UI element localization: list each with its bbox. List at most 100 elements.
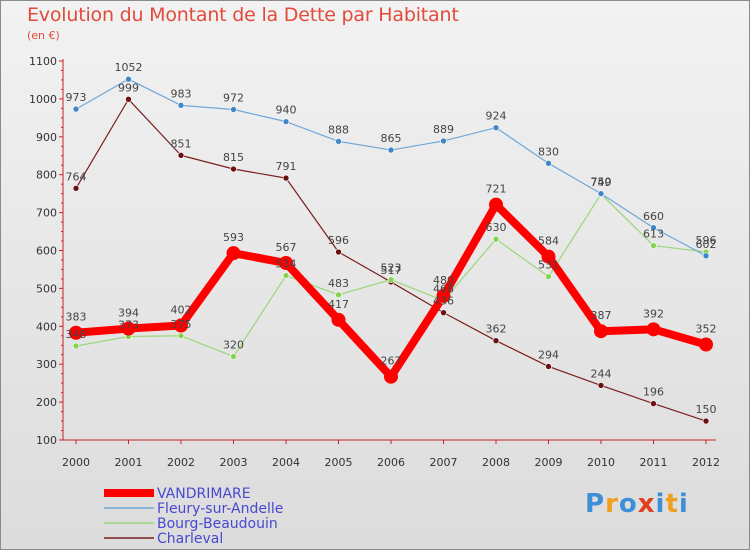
logo-letter: P bbox=[585, 489, 606, 519]
data-point-charleval bbox=[702, 417, 710, 425]
chart-subtitle: (en €) bbox=[27, 29, 60, 42]
data-point-bourg-beaudouin bbox=[492, 235, 500, 243]
y-tick-label: 100 bbox=[36, 434, 57, 447]
data-label: 750 bbox=[591, 176, 612, 189]
data-label: 531 bbox=[538, 259, 559, 272]
legend-label: Bourg-Beaudouin bbox=[157, 516, 278, 532]
data-point-bourg-beaudouin bbox=[545, 273, 552, 280]
data-point-bourg-beaudouin bbox=[230, 353, 237, 360]
data-point-vandrimare bbox=[436, 288, 451, 303]
data-point-vandrimare bbox=[541, 249, 556, 264]
data-point-charleval bbox=[545, 363, 552, 370]
data-label: 517 bbox=[381, 264, 402, 277]
data-point-charleval bbox=[72, 185, 80, 192]
data-point-vandrimare bbox=[384, 369, 398, 384]
data-label: 888 bbox=[328, 123, 349, 136]
data-label: 721 bbox=[486, 183, 507, 196]
x-tick-label: 2010 bbox=[587, 456, 615, 469]
data-point-fleury-sur-andelle bbox=[492, 124, 500, 132]
logo-letter: i bbox=[655, 489, 666, 519]
data-label: 394 bbox=[118, 307, 139, 320]
data-label: 373 bbox=[118, 319, 139, 332]
data-point-fleury-sur-andelle bbox=[650, 224, 657, 232]
data-point-vandrimare bbox=[646, 322, 661, 337]
data-point-fleury-sur-andelle bbox=[702, 252, 710, 260]
data-point-bourg-beaudouin bbox=[335, 291, 342, 299]
data-label: 613 bbox=[643, 228, 664, 241]
data-label: 815 bbox=[223, 151, 244, 164]
data-label: 584 bbox=[538, 235, 559, 248]
data-point-charleval bbox=[492, 337, 500, 345]
data-point-vandrimare bbox=[594, 324, 608, 339]
data-label: 602 bbox=[696, 238, 717, 251]
data-point-charleval bbox=[177, 152, 185, 159]
data-point-bourg-beaudouin bbox=[282, 272, 290, 279]
data-point-vandrimare bbox=[699, 337, 713, 352]
data-label: 348 bbox=[66, 328, 87, 341]
data-point-fleury-sur-andelle bbox=[230, 106, 237, 113]
data-label: 889 bbox=[433, 123, 454, 136]
data-point-vandrimare bbox=[489, 197, 503, 212]
data-label: 749 bbox=[591, 176, 612, 189]
data-label: 660 bbox=[643, 210, 664, 223]
x-tick-label: 2000 bbox=[62, 456, 90, 469]
data-point-bourg-beaudouin bbox=[177, 332, 185, 340]
data-label: 830 bbox=[538, 145, 559, 158]
data-point-fleury-sur-andelle bbox=[177, 102, 185, 109]
x-tick-label: 2005 bbox=[325, 456, 353, 469]
data-point-fleury-sur-andelle bbox=[335, 138, 342, 145]
data-point-fleury-sur-andelle bbox=[125, 75, 132, 83]
data-point-vandrimare bbox=[331, 312, 346, 327]
logo-letter: r bbox=[605, 489, 619, 519]
x-tick-label: 2011 bbox=[640, 456, 668, 469]
chart-title: Evolution du Montant de la Dette par Hab… bbox=[27, 4, 459, 26]
data-label: 764 bbox=[66, 170, 87, 183]
data-label: 436 bbox=[433, 295, 454, 308]
data-label: 630 bbox=[486, 221, 507, 234]
data-label: 1052 bbox=[115, 61, 143, 74]
data-label: 972 bbox=[223, 92, 244, 105]
data-point-fleury-sur-andelle bbox=[282, 118, 290, 125]
data-point-charleval bbox=[597, 382, 605, 389]
data-label: 940 bbox=[276, 104, 297, 117]
y-tick-label: 800 bbox=[36, 169, 57, 182]
data-label: 196 bbox=[643, 386, 664, 399]
x-tick-label: 2012 bbox=[692, 456, 720, 469]
x-tick-label: 2001 bbox=[115, 456, 143, 469]
data-label: 596 bbox=[696, 234, 717, 247]
data-label: 362 bbox=[486, 323, 507, 336]
logo-letter: i bbox=[678, 489, 689, 519]
data-label: 534 bbox=[276, 258, 297, 271]
data-label: 480 bbox=[433, 274, 454, 287]
series-line-fleury-sur-andelle bbox=[75, 78, 707, 257]
y-tick-label: 900 bbox=[36, 131, 57, 144]
data-point-charleval bbox=[125, 95, 132, 103]
data-label: 593 bbox=[223, 231, 244, 244]
chart-legend: VANDRIMAREFleury-sur-AndelleBourg-Beaudo… bbox=[104, 486, 283, 547]
y-tick-label: 600 bbox=[36, 245, 57, 258]
data-point-charleval bbox=[650, 400, 657, 407]
data-label: 865 bbox=[381, 132, 402, 145]
data-point-fleury-sur-andelle bbox=[72, 105, 80, 113]
data-point-fleury-sur-andelle bbox=[387, 146, 395, 154]
data-label: 973 bbox=[66, 91, 87, 104]
legend-label: Charleval bbox=[157, 531, 223, 547]
data-label: 320 bbox=[223, 339, 244, 352]
data-labels: 973 1052 983 972 940 888 865 889 924 830 750 660 602… bbox=[66, 61, 717, 416]
data-point-bourg-beaudouin bbox=[72, 342, 80, 350]
logo-letter: t bbox=[665, 489, 679, 519]
data-label: 468 bbox=[433, 283, 454, 296]
data-label: 383 bbox=[66, 311, 87, 324]
data-label: 244 bbox=[591, 367, 612, 380]
series-points bbox=[69, 75, 713, 425]
y-tick-label: 700 bbox=[36, 207, 57, 220]
x-tick-label: 2006 bbox=[377, 456, 405, 469]
data-point-vandrimare bbox=[69, 325, 83, 340]
legend-label: VANDRIMARE bbox=[157, 486, 251, 502]
data-point-charleval bbox=[335, 248, 342, 256]
data-label: 150 bbox=[696, 403, 717, 416]
data-label: 387 bbox=[591, 309, 612, 322]
y-tick-label: 400 bbox=[36, 320, 57, 333]
